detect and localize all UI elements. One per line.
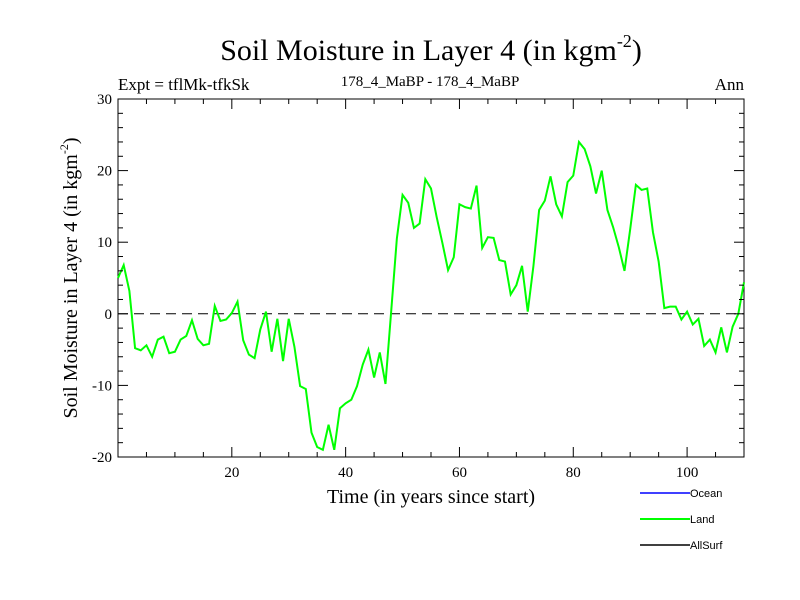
x-tick-label: 100 (676, 465, 699, 481)
chart-title-close: ) (632, 34, 642, 67)
x-tick-label: 20 (224, 465, 239, 481)
legend-label-allsurf: AllSurf (690, 540, 723, 552)
experiment-label: Expt = tflMk-tfkSk (118, 75, 250, 94)
y-axis-label-close: ) (60, 137, 82, 144)
chart-title: Soil Moisture in Layer 4 (in kgm-2) (220, 31, 642, 67)
x-tick-label: 60 (452, 465, 467, 481)
chart-title-superscript: -2 (617, 31, 632, 51)
y-tick-label: -10 (92, 378, 112, 394)
legend-label-land: Land (690, 514, 714, 526)
x-tick-label: 40 (338, 465, 353, 481)
y-tick-label: 30 (97, 92, 112, 108)
y-tick-label: 20 (97, 164, 112, 180)
x-tick-label: 80 (566, 465, 581, 481)
y-axis-label-superscript: -2 (57, 144, 71, 154)
run-label: 178_4_MaBP - 178_4_MaBP (341, 74, 520, 90)
y-axis-label: Soil Moisture in Layer 4 (in kgm-2) (57, 137, 82, 418)
y-tick-label: -20 (92, 450, 112, 466)
plot-frame (117, 98, 745, 458)
x-axis-label: Time (in years since start) (327, 486, 535, 508)
chart-title-main: Soil Moisture in Layer 4 (in kgm (220, 34, 617, 67)
y-axis-ticks: -20 -10 0 10 20 30 (92, 92, 744, 466)
x-axis-ticks: 20 40 60 80 100 (145, 99, 717, 481)
y-tick-label: 0 (105, 307, 113, 323)
land-series-line (117, 139, 745, 452)
legend-label-ocean: Ocean (690, 488, 722, 500)
y-tick-label: 10 (97, 235, 112, 251)
legend: Ocean Land AllSurf (640, 488, 723, 552)
period-label: Ann (715, 75, 745, 94)
y-axis-label-main: Soil Moisture in Layer 4 (in kgm (60, 154, 82, 419)
